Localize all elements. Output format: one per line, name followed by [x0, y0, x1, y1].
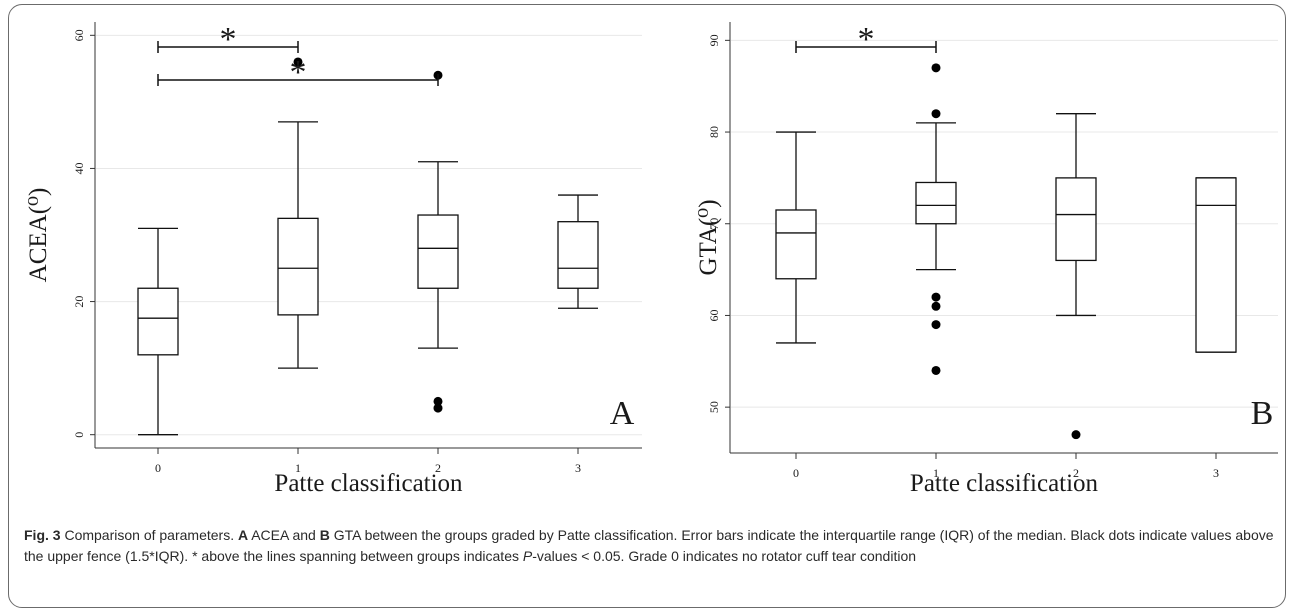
y-tick-label: 40 — [72, 162, 86, 174]
y-axis-label: GTA(⁰) — [695, 199, 722, 275]
y-axis-label: ACEA(⁰) — [25, 188, 52, 283]
significance-star: * — [220, 21, 237, 58]
iqr-box — [1055, 177, 1097, 262]
outlier-point — [931, 63, 941, 73]
y-tick-label: 60 — [72, 29, 86, 41]
outlier-point — [1071, 430, 1081, 440]
box-plot-3 — [557, 194, 599, 309]
x-tick-label: 2 — [1073, 466, 1079, 480]
iqr-box — [915, 181, 957, 225]
y-tick-label: 60 — [707, 309, 721, 321]
x-tick-label: 3 — [575, 461, 581, 475]
x-tick-label: 2 — [435, 461, 441, 475]
outlier-point — [931, 292, 941, 302]
caption-panel-a-text: ACEA and — [248, 527, 320, 543]
box-plot-0 — [775, 131, 817, 344]
outlier-point — [433, 396, 443, 406]
panel-letter: A — [610, 395, 635, 432]
x-axis-label: Patte classification — [274, 470, 463, 497]
y-tick-label: 20 — [72, 296, 86, 308]
significance-star: * — [290, 54, 307, 91]
caption-intro: Comparison of parameters. — [60, 527, 238, 543]
box-plot-2 — [417, 70, 459, 413]
outlier-point — [433, 403, 443, 413]
x-tick-label: 1 — [933, 466, 939, 480]
significance-star: * — [858, 21, 875, 58]
iqr-box — [417, 214, 459, 289]
x-tick-label: 0 — [155, 461, 161, 475]
outlier-point — [931, 301, 941, 311]
x-tick-label: 1 — [295, 461, 301, 475]
iqr-box — [557, 221, 599, 289]
caption-panel-b-text: GTA between the groups graded by Patte c… — [24, 527, 1274, 564]
iqr-box — [775, 209, 817, 280]
significance-bracket: * — [795, 21, 937, 58]
box-plot-1 — [915, 63, 957, 375]
figure-frame — [8, 4, 1286, 608]
y-tick-label: 70 — [707, 218, 721, 230]
outlier-point — [931, 109, 941, 119]
box-plot-3 — [1195, 177, 1237, 353]
y-tick-label: 80 — [707, 126, 721, 138]
panel-letter: B — [1251, 395, 1274, 432]
caption-p-rest: -values < 0.05. Grade 0 indicates no rot… — [532, 548, 917, 564]
outlier-point — [293, 57, 303, 67]
iqr-box — [137, 287, 179, 356]
significance-bracket: * — [157, 21, 299, 58]
y-tick-label: 0 — [72, 432, 86, 438]
x-axis-label: Patte classification — [910, 470, 1099, 497]
outlier-point — [931, 320, 941, 330]
outlier-point — [931, 365, 941, 375]
x-tick-label: 0 — [793, 466, 799, 480]
y-tick-label: 90 — [707, 34, 721, 46]
box-plot-1 — [277, 57, 319, 369]
box-plot-0 — [137, 227, 179, 436]
caption-panel-b-label: B — [319, 527, 330, 543]
caption-figure-label: Fig. 3 — [24, 527, 61, 543]
iqr-box — [277, 217, 319, 316]
x-tick-label: 3 — [1213, 466, 1219, 480]
y-tick-label: 50 — [707, 401, 721, 413]
caption-p-italic: P — [522, 548, 533, 564]
figure-caption: Fig. 3 Comparison of parameters. A ACEA … — [24, 525, 1274, 567]
box-plot-2 — [1055, 113, 1097, 440]
iqr-box — [1195, 177, 1237, 353]
significance-bracket: * — [157, 54, 439, 91]
caption-panel-a-label: A — [237, 527, 249, 543]
